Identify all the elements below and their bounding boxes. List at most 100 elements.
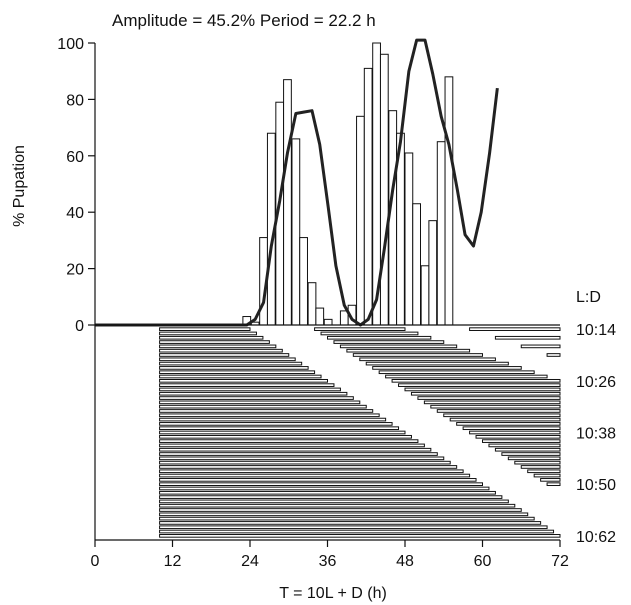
light-period-bar [159,344,277,349]
light-period-bar [159,452,438,456]
light-period-bar [320,331,419,336]
light-period-bar [488,443,561,448]
light-period-bar [159,439,419,443]
light-period-bar [469,327,561,331]
light-period-bar [339,344,458,349]
histogram-bar [315,307,325,326]
histogram-bar [379,53,389,326]
histogram-bar [283,79,292,326]
light-period-bar [398,383,561,387]
light-period-bar [462,426,561,431]
x-tick-label: 0 [91,553,100,570]
light-period-bar [423,400,561,405]
light-period-bar [159,327,251,331]
light-period-bar [159,366,309,370]
light-period-bar [430,404,561,409]
light-period-bar [159,417,387,422]
light-period-bar [507,456,561,461]
light-period-bar [546,353,561,357]
light-period-bar [159,430,406,435]
light-period-bar [159,396,354,400]
light-period-bar [469,430,561,435]
fit-curve [95,38,499,327]
y-ticks: 0 20 40 60 80 100 [57,36,95,335]
y-tick-label: 20 [66,262,84,279]
light-period-bar [327,335,432,340]
light-period-bar [159,443,425,448]
light-period-bar [527,469,561,474]
x-tick-label: 72 [551,553,569,570]
x-ticks: 0 12 24 36 48 60 72 [91,540,569,570]
y-axis-label: % Pupation [11,145,28,227]
x-axis-label: T = 10L + D (h) [279,585,387,602]
histogram-bar [436,141,446,326]
light-period-bar [159,378,328,383]
light-period-bar [159,482,483,487]
histogram-bars [242,42,454,326]
light-period-bar [404,387,561,392]
light-period-bar [159,486,490,491]
light-period-bar [391,378,561,383]
histogram-bar [356,115,365,326]
y-tick-label: 100 [57,36,84,53]
histogram-bar [299,237,308,326]
schedule-row-label: 10:62 [576,529,616,546]
light-period-bar [436,409,561,413]
light-period-bar [417,396,561,400]
light-period-bar [365,361,509,366]
light-period-bar [159,495,503,499]
light-period-bar [314,327,406,331]
light-period-bar [159,478,477,482]
light-period-bar [533,473,561,478]
fit-curve-layer [95,38,499,327]
light-period-bar [159,340,270,344]
light-period-bar [449,417,561,422]
light-period-bar [475,434,561,439]
light-period-bar [159,409,374,413]
light-period-bar [159,508,522,512]
histogram-bar [323,318,333,326]
light-period-bar [385,374,548,379]
schedule-row-label: 10:26 [576,374,616,391]
y-tick-label: 40 [66,205,84,222]
light-period-bar [494,335,561,340]
light-period-bar [159,413,380,418]
light-period-bar [494,447,561,452]
light-period-bar [159,456,445,461]
light-period-bar [159,465,458,469]
light-period-bar [520,344,561,349]
light-period-bar [378,370,535,375]
schedule-row-label: 10:38 [576,426,616,443]
light-period-bar [333,340,445,344]
light-period-bar [159,348,283,353]
light-period-bar [159,460,451,465]
light-period-bar [359,357,496,362]
light-period-bar [159,370,316,375]
light-period-bar [372,366,522,370]
light-period-bar [159,434,412,439]
light-period-bar [352,353,484,357]
light-period-bar [410,391,561,396]
histogram-bar [363,67,373,326]
y-tick-label: 0 [75,318,84,335]
light-period-bar [159,469,464,474]
histogram-bar [444,76,454,326]
light-period-bar [159,499,509,504]
light-period-bar [159,447,432,452]
light-period-bar [159,400,361,405]
histogram-bar [412,203,421,326]
histogram-bar [428,220,438,326]
light-period-bar [159,383,335,387]
schedule-row-label: 10:14 [576,322,616,339]
light-period-bar [159,516,535,521]
x-tick-label: 36 [319,553,337,570]
light-dark-schedule [159,327,561,538]
light-period-bar [159,503,516,508]
light-period-bar [159,357,296,362]
histogram-bar [307,282,317,326]
light-period-bar [159,331,257,336]
light-period-bar [159,374,322,379]
light-period-bar [159,391,348,396]
light-period-bar [159,534,561,538]
